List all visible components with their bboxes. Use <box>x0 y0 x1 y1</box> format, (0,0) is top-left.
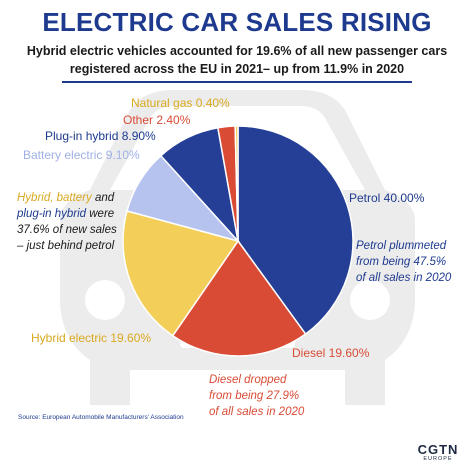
diesel-note-line1: Diesel dropped <box>209 374 287 386</box>
slice-label-petrol: Petrol 40.00% <box>349 191 425 205</box>
petrol-note-line2: from being 47.5% <box>356 256 447 268</box>
hybrid-note: Hybrid, battery and plug-in hybrid were … <box>17 190 117 254</box>
source-note: Source: European Automobile Manufacturer… <box>18 414 184 421</box>
slice-label-hybrid-electric: Hybrid electric 19.60% <box>31 331 152 345</box>
diesel-note-line3: of all sales in 2020 <box>209 406 305 418</box>
petrol-note-line3: of all sales in 2020 <box>356 272 452 284</box>
pie-slice-hybrid-electric <box>122 210 240 337</box>
hybrid-note-line2: plug-in hybrid were <box>17 208 115 220</box>
pie-slice-petrol <box>237 125 354 336</box>
cgtn-logo: CGTN EUROPE <box>413 443 463 462</box>
hybrid-note-line3: 37.6% of new sales <box>17 224 117 236</box>
chart-subtitle-line1: Hybrid electric vehicles accounted for 1… <box>26 44 448 58</box>
logo-sub-text: EUROPE <box>423 456 453 462</box>
chart-subtitle-line2: registered across the EU in 2021– up fro… <box>69 62 405 76</box>
logo-main-text: CGTN <box>417 442 459 457</box>
slice-label-natural-gas: Natural gas 0.40% <box>131 96 230 110</box>
petrol-note: Petrol plummeted from being 47.5% of all… <box>356 238 451 286</box>
hybrid-note-line1: Hybrid, battery and <box>17 192 115 204</box>
slice-label-diesel: Diesel 19.60% <box>292 346 370 360</box>
diesel-note: Diesel dropped from being 27.9% of all s… <box>209 372 304 420</box>
slice-label-other: Other 2.40% <box>123 113 191 127</box>
petrol-note-line1: Petrol plummeted <box>356 240 447 252</box>
chart-title: ELECTRIC CAR SALES RISING <box>42 7 432 37</box>
diesel-note-line2: from being 27.9% <box>209 390 300 402</box>
slice-label-battery-electric: Battery electric 9.10% <box>23 148 140 162</box>
hybrid-note-line4: – just behind petrol <box>17 240 115 252</box>
slice-label-plug-in-hybrid: Plug-in hybrid 8.90% <box>45 129 156 143</box>
pie-slice-natural-gas <box>234 125 239 242</box>
subtitle-underline <box>62 81 412 83</box>
pie-slice-diesel <box>171 239 307 357</box>
